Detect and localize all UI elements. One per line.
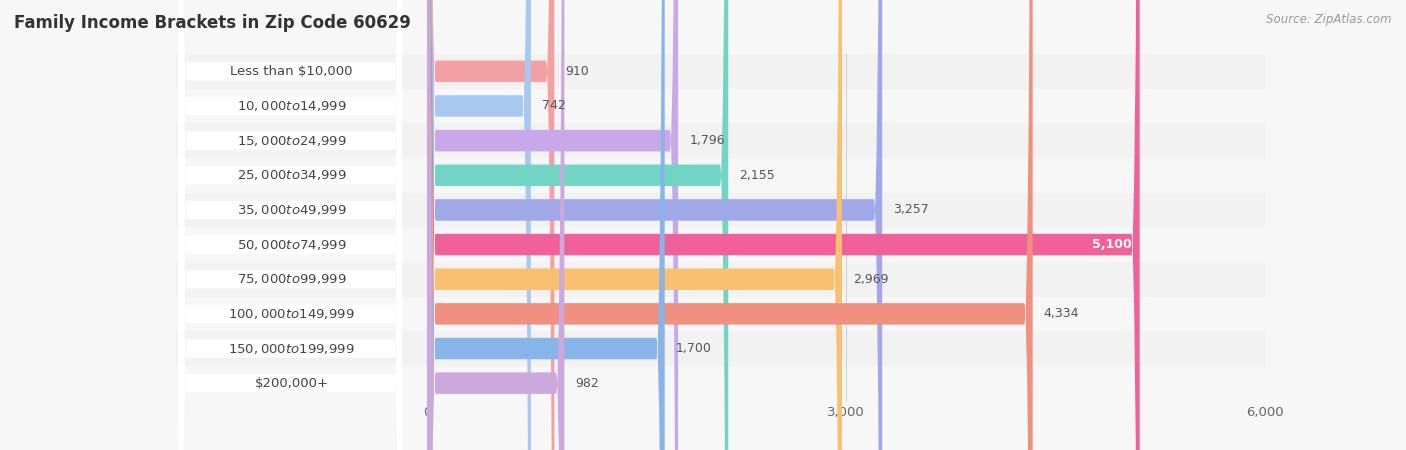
Text: 5,100: 5,100 [1091, 238, 1132, 251]
FancyBboxPatch shape [427, 0, 842, 450]
Text: Source: ZipAtlas.com: Source: ZipAtlas.com [1267, 14, 1392, 27]
FancyBboxPatch shape [179, 0, 402, 450]
FancyBboxPatch shape [427, 0, 882, 450]
Bar [176, 123, 1265, 158]
Text: $25,000 to $34,999: $25,000 to $34,999 [236, 168, 346, 182]
Text: $50,000 to $74,999: $50,000 to $74,999 [236, 238, 346, 252]
Bar [176, 89, 1265, 123]
Bar [176, 297, 1265, 331]
Text: 1,796: 1,796 [689, 134, 725, 147]
FancyBboxPatch shape [427, 0, 665, 450]
FancyBboxPatch shape [427, 0, 728, 450]
Bar [176, 193, 1265, 227]
Text: 742: 742 [543, 99, 565, 112]
Text: 910: 910 [565, 65, 589, 78]
Text: $35,000 to $49,999: $35,000 to $49,999 [236, 203, 346, 217]
FancyBboxPatch shape [179, 0, 402, 450]
Bar [176, 331, 1265, 366]
FancyBboxPatch shape [179, 0, 402, 450]
FancyBboxPatch shape [427, 0, 1032, 450]
Text: $100,000 to $149,999: $100,000 to $149,999 [228, 307, 354, 321]
FancyBboxPatch shape [179, 0, 402, 450]
FancyBboxPatch shape [179, 0, 402, 450]
Text: 982: 982 [575, 377, 599, 390]
Bar [176, 227, 1265, 262]
FancyBboxPatch shape [427, 0, 554, 450]
Bar [176, 262, 1265, 297]
FancyBboxPatch shape [427, 0, 1140, 450]
Text: Less than $10,000: Less than $10,000 [231, 65, 353, 78]
FancyBboxPatch shape [427, 0, 678, 450]
FancyBboxPatch shape [179, 0, 402, 450]
Bar [176, 54, 1265, 89]
Bar [176, 158, 1265, 193]
Text: 3,257: 3,257 [893, 203, 929, 216]
Text: $75,000 to $99,999: $75,000 to $99,999 [236, 272, 346, 286]
FancyBboxPatch shape [427, 0, 531, 450]
Text: Family Income Brackets in Zip Code 60629: Family Income Brackets in Zip Code 60629 [14, 14, 411, 32]
FancyBboxPatch shape [179, 0, 402, 450]
Text: 2,155: 2,155 [740, 169, 775, 182]
FancyBboxPatch shape [179, 0, 402, 450]
FancyBboxPatch shape [179, 0, 402, 450]
Text: $200,000+: $200,000+ [254, 377, 329, 390]
FancyBboxPatch shape [427, 0, 564, 450]
Text: $10,000 to $14,999: $10,000 to $14,999 [236, 99, 346, 113]
Text: 1,700: 1,700 [676, 342, 711, 355]
Bar [176, 366, 1265, 400]
Text: $150,000 to $199,999: $150,000 to $199,999 [228, 342, 354, 356]
FancyBboxPatch shape [179, 0, 402, 450]
Text: 4,334: 4,334 [1043, 307, 1080, 320]
Text: $15,000 to $24,999: $15,000 to $24,999 [236, 134, 346, 148]
Text: 2,969: 2,969 [853, 273, 889, 286]
